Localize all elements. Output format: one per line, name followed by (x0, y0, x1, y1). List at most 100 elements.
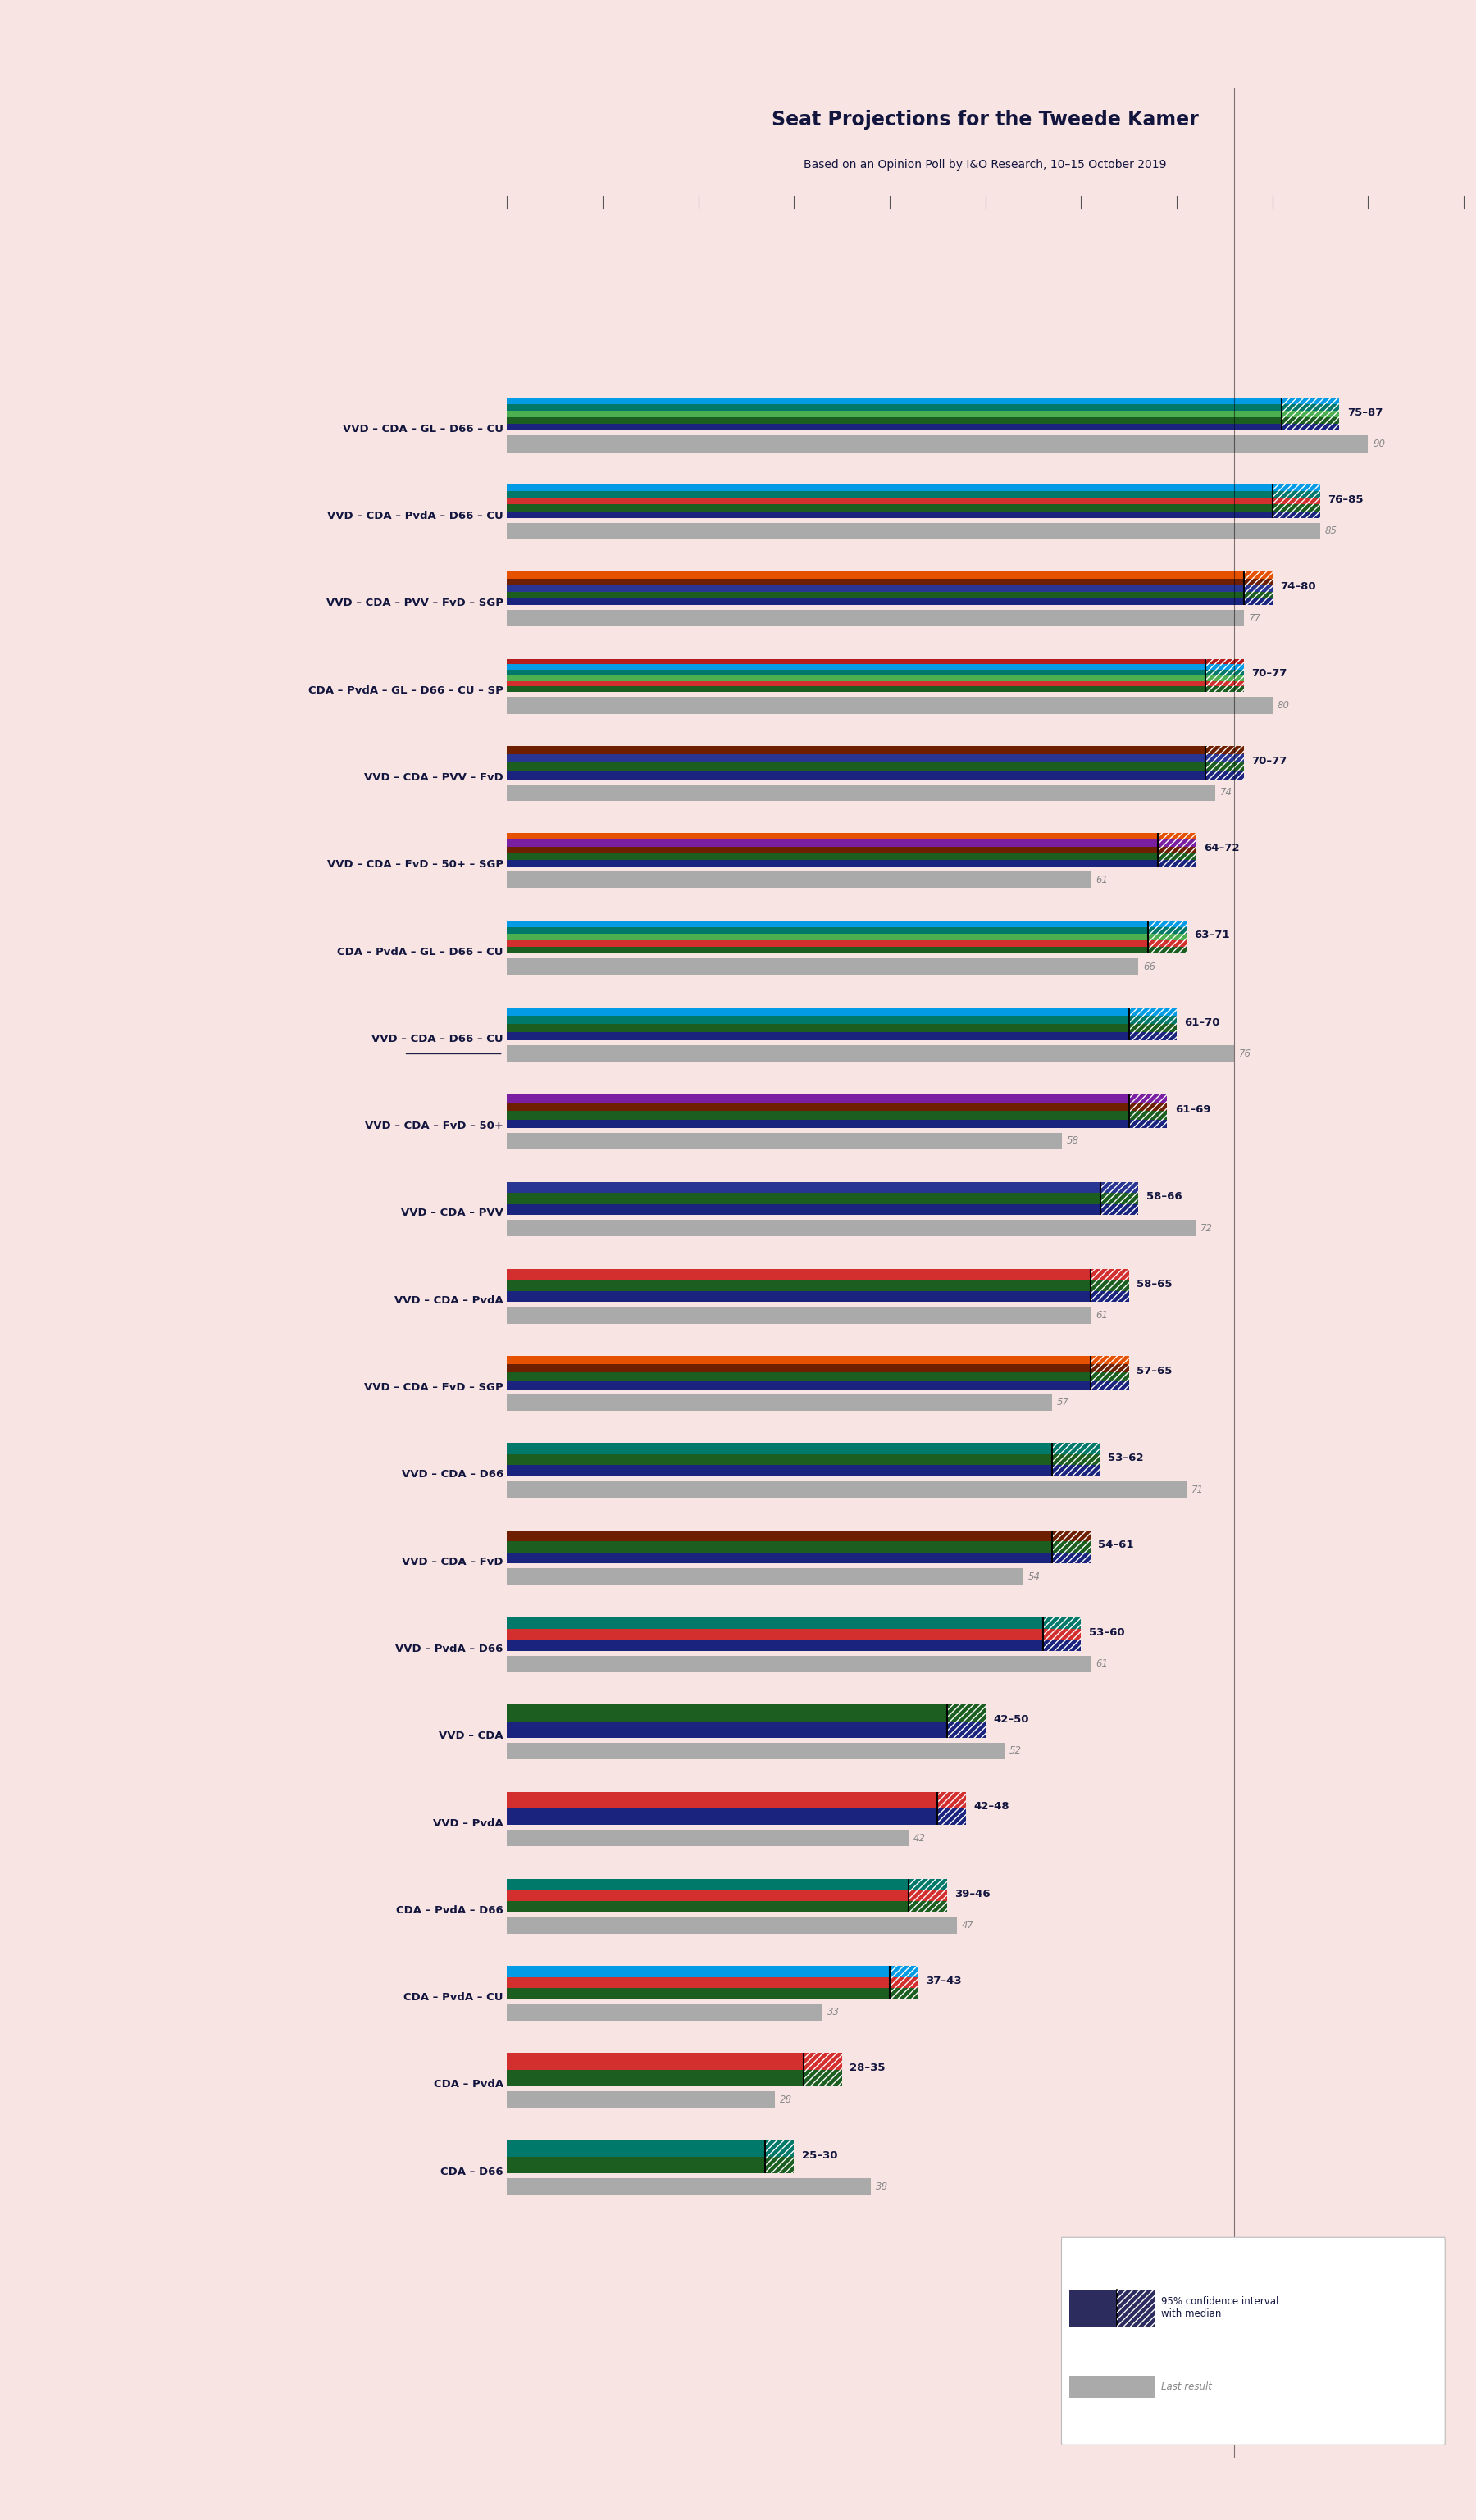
Bar (508, 610, 1244, 627)
Bar (508, 1363, 1129, 1373)
Text: VVD – CDA – PVV: VVD – CDA – PVV (401, 1207, 503, 1220)
Bar (1148, 920, 1187, 953)
Bar (890, 1966, 918, 1998)
Text: Based on an Opinion Poll by I&O Research, 10–15 October 2019: Based on an Opinion Poll by I&O Research… (804, 159, 1168, 171)
Bar (508, 872, 1091, 887)
Bar (508, 1033, 1176, 1041)
Text: VVD – CDA – FvD – 50+: VVD – CDA – FvD – 50+ (365, 1121, 503, 1131)
Bar (508, 2157, 794, 2172)
Text: CDA – PvdA: CDA – PvdA (434, 2079, 503, 2089)
Bar (508, 572, 1272, 580)
Bar (508, 2092, 775, 2107)
Text: 70–77: 70–77 (1252, 668, 1287, 680)
Text: 52: 52 (1010, 1746, 1021, 1756)
Bar (508, 746, 1244, 753)
Bar (508, 675, 1244, 680)
Text: VVD – CDA – D66 – CU: VVD – CDA – D66 – CU (372, 1033, 503, 1043)
Bar (1244, 572, 1272, 605)
Text: VVD – PvdA: VVD – PvdA (432, 1817, 503, 1830)
Bar (508, 958, 1138, 975)
Text: 95% confidence interval
with median: 95% confidence interval with median (1162, 2296, 1280, 2318)
Bar (508, 1482, 1187, 1497)
Bar (508, 1900, 948, 1913)
Bar (1052, 1530, 1091, 1562)
Text: 33: 33 (828, 2006, 840, 2019)
Text: 74–80: 74–80 (1280, 582, 1315, 592)
Bar (508, 1530, 1091, 1542)
Bar (508, 484, 1320, 491)
Text: 58: 58 (1067, 1137, 1079, 1147)
Bar (508, 597, 1272, 605)
Bar (508, 834, 1196, 839)
Text: VVD – CDA – PvdA: VVD – CDA – PvdA (394, 1295, 503, 1305)
Bar (508, 2054, 841, 2069)
Text: 75–87: 75–87 (1348, 408, 1383, 418)
Bar (1157, 834, 1196, 867)
Bar (508, 658, 1244, 665)
Bar (508, 522, 1320, 539)
Text: 53–60: 53–60 (1089, 1628, 1125, 1638)
Bar (508, 1704, 986, 1721)
Text: 61: 61 (1095, 1310, 1107, 1320)
Text: VVD – CDA – D66: VVD – CDA – D66 (401, 1469, 503, 1479)
Bar (1091, 1270, 1129, 1303)
Bar (508, 1542, 1091, 1552)
Bar (508, 1280, 1129, 1290)
Text: 76: 76 (1238, 1048, 1252, 1058)
Bar (508, 1290, 1129, 1303)
Bar (508, 753, 1244, 764)
Bar (937, 1792, 967, 1824)
Bar (508, 418, 1339, 423)
Bar (508, 698, 1272, 713)
Text: 70–77: 70–77 (1252, 756, 1287, 766)
Bar (508, 771, 1244, 779)
Bar (508, 1656, 1091, 1673)
Bar (508, 1978, 918, 1988)
Text: 77: 77 (1249, 612, 1261, 622)
Text: VVD – CDA – PVV – FvD: VVD – CDA – PVV – FvD (365, 771, 503, 784)
Text: CDA – PvdA – CU: CDA – PvdA – CU (403, 1993, 503, 2003)
Bar (803, 2054, 841, 2087)
Bar (508, 491, 1320, 499)
Text: 42–48: 42–48 (974, 1802, 1010, 1812)
Bar (508, 1094, 1168, 1104)
Bar (909, 1880, 948, 1913)
Text: 63–71: 63–71 (1194, 930, 1230, 940)
Bar (1129, 1094, 1168, 1129)
Bar (508, 665, 1244, 670)
Bar (508, 854, 1196, 859)
Text: 42: 42 (914, 1832, 925, 1845)
Bar (508, 1966, 918, 1978)
Text: 54–61: 54–61 (1098, 1540, 1134, 1550)
Text: 57: 57 (1057, 1396, 1070, 1409)
Text: 58–65: 58–65 (1137, 1278, 1172, 1290)
Bar (1091, 1356, 1129, 1389)
Text: 61: 61 (1095, 874, 1107, 885)
Bar (508, 1618, 1080, 1628)
Bar (508, 847, 1196, 854)
Bar (508, 680, 1244, 685)
Bar (508, 504, 1320, 512)
Bar (508, 927, 1187, 932)
Bar (508, 1830, 909, 1847)
Text: 53–62: 53–62 (1108, 1452, 1144, 1464)
Bar (508, 1721, 986, 1739)
Bar (766, 2139, 794, 2172)
Bar (508, 1192, 1138, 1205)
Bar (508, 1220, 1196, 1237)
Bar (508, 1016, 1176, 1023)
Bar (508, 2069, 841, 2087)
Text: 80: 80 (1277, 701, 1290, 711)
Bar (508, 1008, 1176, 1016)
Bar (1283, 398, 1339, 431)
Bar (508, 932, 1187, 940)
Text: VVD – CDA – FvD: VVD – CDA – FvD (401, 1557, 503, 1567)
Bar (508, 1567, 1024, 1585)
Bar (508, 1046, 1234, 1063)
Bar (508, 1373, 1129, 1381)
Bar (508, 1182, 1138, 1192)
Bar (1206, 746, 1244, 779)
Text: 38: 38 (875, 2182, 887, 2192)
Text: VVD – CDA – FvD – 50+ – SGP: VVD – CDA – FvD – 50+ – SGP (326, 859, 503, 869)
Text: 64–72: 64–72 (1203, 842, 1240, 854)
